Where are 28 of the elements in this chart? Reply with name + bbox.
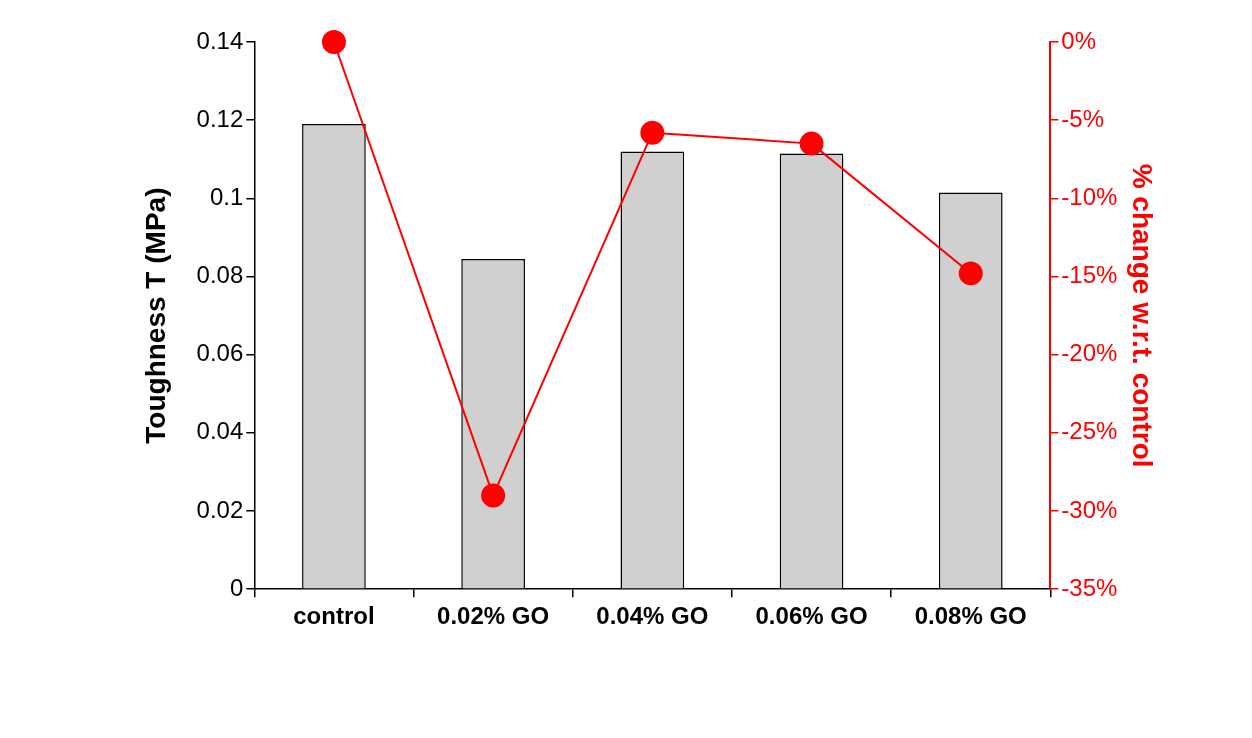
x-tick-label: 0.08% GO <box>914 602 1027 630</box>
x-tick-label: 0.04% GO <box>596 602 709 630</box>
y-tick-label: 0.1 <box>209 182 244 210</box>
point <box>799 131 824 156</box>
point <box>958 261 983 286</box>
y2-tick-label: -20% <box>1061 339 1118 367</box>
y2-tick-label: 0% <box>1061 26 1097 54</box>
y-tick-label: 0.08 <box>196 261 244 289</box>
y-tick-label: 0.04 <box>196 417 244 445</box>
y2-tick-label: -25% <box>1061 417 1118 445</box>
y2-tick-label: -10% <box>1061 182 1118 210</box>
x-tick-label: 0.06% GO <box>755 602 868 630</box>
y-tick-label: 0.14 <box>196 26 244 54</box>
y2-tick-label: -15% <box>1061 261 1118 289</box>
y2-tick-label: -5% <box>1061 104 1105 132</box>
y-tick-label: 0 <box>229 573 244 601</box>
y-tick-label: 0.06 <box>196 339 244 367</box>
y2-tick-label: -30% <box>1061 495 1118 523</box>
y-tick-label: 0.02 <box>196 495 244 523</box>
point <box>640 120 665 145</box>
x-tick-label: 0.02% GO <box>437 602 550 630</box>
point <box>321 30 346 54</box>
x-tick-label: control <box>293 602 375 630</box>
point <box>481 483 506 508</box>
y2-tick-label: -35% <box>1061 573 1118 601</box>
y-tick-label: 0.12 <box>196 104 244 132</box>
y-axis-title: Toughness T (MPa) <box>139 187 171 444</box>
y2-axis-title: % change w.r.t. control <box>1127 163 1159 468</box>
